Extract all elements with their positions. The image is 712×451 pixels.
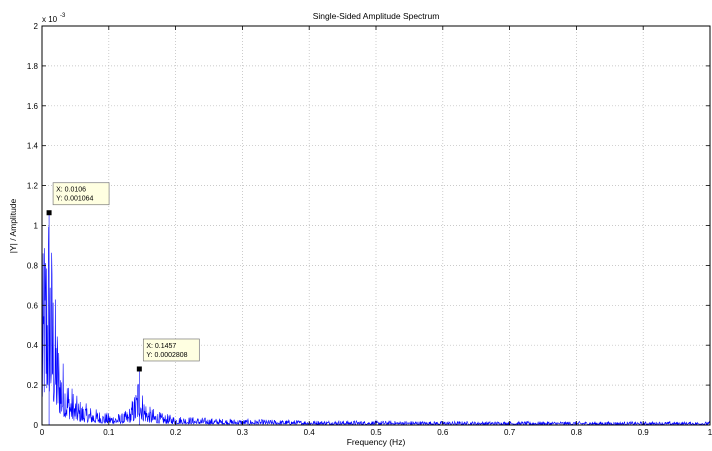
data-tip-marker <box>46 210 52 216</box>
spectrum-plot <box>41 212 711 426</box>
y-exponent-base: x 10 <box>42 15 58 24</box>
x-tick-label: 0.9 <box>638 428 650 437</box>
data-tip-marker <box>136 366 142 372</box>
data-tip-box <box>142 338 200 362</box>
y-tick-label: 1 <box>34 222 39 231</box>
y-tick-label: 0 <box>34 421 39 430</box>
data-tip-y: Y: 0.001064 <box>56 196 93 203</box>
data-tip-x: X: 0.0106 <box>56 187 86 194</box>
y-tick-label: 0.6 <box>27 301 39 310</box>
x-tick-label: 0.7 <box>504 428 516 437</box>
y-axis-exponent: x 10 -3 <box>42 13 66 24</box>
y-tick-label: 0.8 <box>27 261 39 270</box>
grid-lines <box>42 26 710 425</box>
x-tick-label: 1 <box>708 428 712 437</box>
x-tick-label: 0.5 <box>370 428 382 437</box>
data-tip-y: Y: 0.0002808 <box>146 352 187 359</box>
x-axis-ticks: 0 0.1 0.2 0.3 0.4 0.5 0.6 0.7 0.8 0.9 1 <box>40 26 712 437</box>
data-tips: X: 0.0106 Y: 0.001064 X: 0.1457 Y: 0.000280… <box>46 182 200 372</box>
y-tick-label: 1.2 <box>27 182 39 191</box>
x-tick-label: 0.6 <box>437 428 449 437</box>
x-tick-label: 0 <box>40 428 45 437</box>
spectrum-line <box>41 212 711 426</box>
data-tip-x: X: 0.1457 <box>146 343 176 350</box>
x-tick-label: 0.2 <box>170 428 182 437</box>
y-tick-label: 2 <box>34 22 39 31</box>
x-tick-label: 0.1 <box>103 428 115 437</box>
x-tick-label: 0.8 <box>571 428 583 437</box>
y-axis-ticks: 0 0.2 0.4 0.6 0.8 1 1.2 1.4 1.6 1.8 2 <box>27 22 710 430</box>
x-axis-title: Frequency (Hz) <box>347 437 406 447</box>
y-tick-label: 1.4 <box>27 142 39 151</box>
data-tip: X: 0.1457 Y: 0.0002808 <box>136 338 200 372</box>
y-tick-label: 0.4 <box>27 341 39 350</box>
y-axis-title: |Y| / Amplitude <box>8 198 18 253</box>
y-tick-label: 1.6 <box>27 102 39 111</box>
data-tip-box <box>52 182 110 206</box>
data-tip: X: 0.0106 Y: 0.001064 <box>46 182 110 216</box>
y-tick-label: 1.8 <box>27 62 39 71</box>
y-exponent-power: -3 <box>60 13 66 19</box>
y-tick-label: 0.2 <box>27 381 39 390</box>
x-tick-label: 0.3 <box>237 428 249 437</box>
chart-title: Single-Sided Amplitude Spectrum <box>313 11 440 21</box>
x-tick-label: 0.4 <box>304 428 316 437</box>
